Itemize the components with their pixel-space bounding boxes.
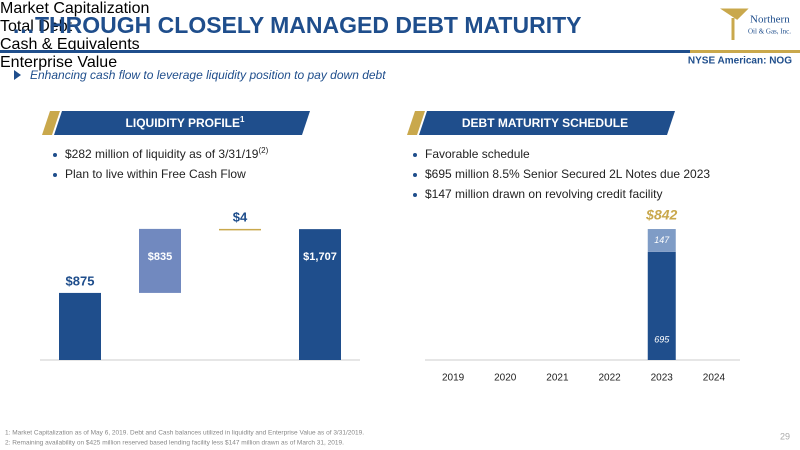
heading-note: 1	[240, 115, 245, 124]
footnote: 2: Remaining availability on $425 millio…	[5, 440, 344, 447]
x-tick-label: 2023	[651, 373, 674, 384]
x-tick-label: Total Debt	[0, 18, 73, 35]
panel-heading: LIQUIDITY PROFILE1	[126, 115, 245, 130]
logo: Northern	[750, 14, 790, 26]
bullet: $695 million 8.5% Senior Secured 2L Note…	[425, 167, 710, 181]
value-label: 147	[654, 235, 670, 245]
x-tick-label: 2020	[494, 373, 517, 384]
logo-sub: Oil & Gas, Inc.	[748, 28, 791, 36]
panel-heading: DEBT MATURITY SCHEDULE	[462, 116, 628, 130]
bullet-text: $282 million of liquidity as of 3/31/19	[65, 147, 259, 161]
bar-segment	[647, 229, 676, 252]
bullet-dot	[53, 173, 57, 177]
title: …THROUGH CLOSELY MANAGED DEBT MATURITY	[12, 12, 581, 38]
rule	[0, 50, 690, 53]
bullet: $282 million of liquidity as of 3/31/19(…	[65, 146, 269, 161]
bullet-dot	[413, 193, 417, 197]
banner-stripe	[42, 111, 60, 135]
x-tick-label: Market Capitalization	[0, 0, 150, 17]
value-label: 695	[654, 334, 670, 344]
bullet-text: $695 million 8.5% Senior Secured 2L Note…	[425, 167, 710, 181]
ticker: NYSE American: NOG	[688, 56, 792, 67]
x-tick-label: Enterprise Value	[0, 54, 118, 71]
value-label: $835	[148, 251, 172, 263]
footnote: 1: Market Capitalization as of May 6, 20…	[5, 430, 364, 437]
bullet: $147 million drawn on revolving credit f…	[425, 187, 662, 201]
value-label: $4	[233, 209, 248, 224]
bullet-text: Favorable schedule	[425, 147, 530, 161]
bar-segment	[647, 251, 676, 360]
bullet: Favorable schedule	[425, 147, 530, 161]
bar	[219, 228, 261, 231]
bar	[299, 229, 341, 360]
bullet-dot	[413, 173, 417, 177]
rule-gold	[690, 50, 800, 53]
x-tick-label: 2024	[703, 373, 726, 384]
bar	[139, 228, 181, 293]
logo-icon	[720, 8, 749, 40]
x-tick-label: Cash & Equivalents	[0, 36, 140, 53]
page-number: 29	[780, 431, 790, 441]
subtitle: Enhancing cash flow to leverage liquidit…	[30, 68, 386, 82]
value-label: $1,707	[303, 251, 337, 263]
bullet: Plan to live within Free Cash Flow	[65, 167, 246, 181]
bullet-text: $147 million drawn on revolving credit f…	[425, 187, 662, 201]
bar	[59, 292, 101, 360]
banner	[54, 111, 310, 135]
bullet-text: Plan to live within Free Cash Flow	[65, 167, 246, 181]
value-label: $875	[66, 273, 95, 288]
bullet-dot	[413, 153, 417, 157]
x-tick-label: 2021	[546, 373, 569, 384]
bullet-dot	[53, 153, 57, 157]
banner	[419, 111, 675, 135]
total-label: $842	[645, 207, 677, 223]
x-tick-label: 2022	[598, 373, 621, 384]
banner-stripe	[407, 111, 425, 135]
bullet-note: (2)	[258, 146, 268, 155]
arrow	[14, 70, 21, 80]
heading-text: LIQUIDITY PROFILE	[126, 116, 240, 130]
x-tick-label: 2019	[442, 373, 465, 384]
